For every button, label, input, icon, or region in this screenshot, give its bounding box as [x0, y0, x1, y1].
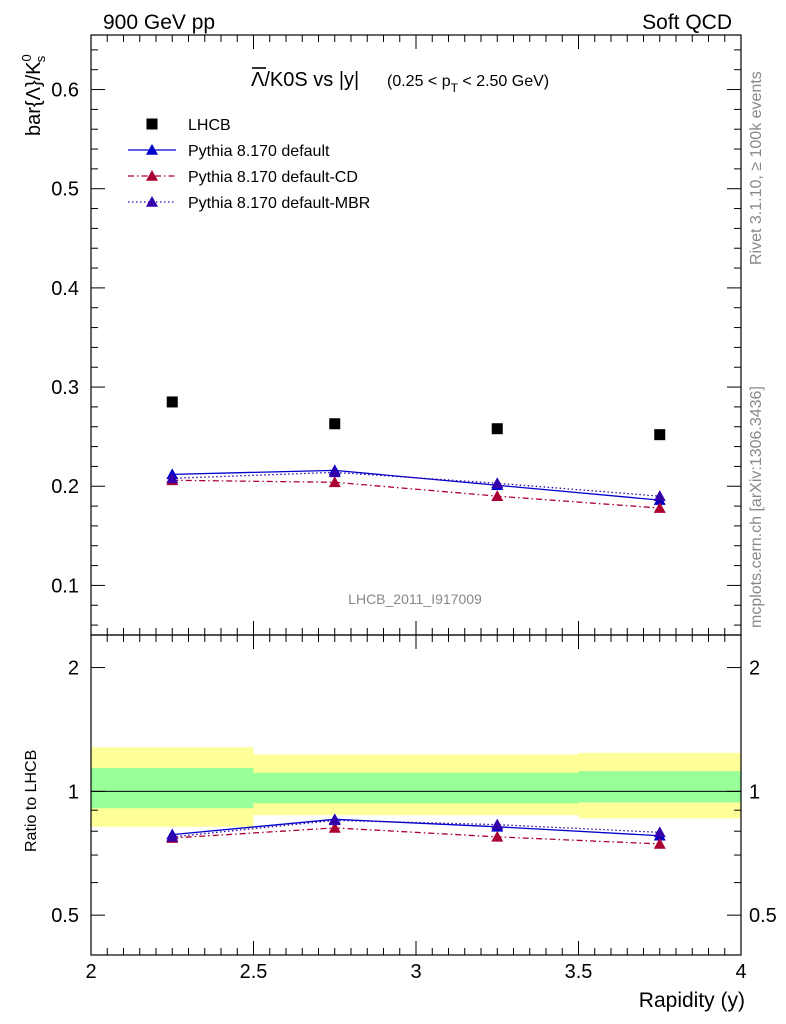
- main-ylabel: bar{Λ}/K0s: [19, 54, 48, 136]
- main-default_mbr-point: [653, 490, 666, 501]
- main-ytick-label: 0.3: [51, 377, 79, 399]
- ratio-default_cd-point: [491, 830, 504, 842]
- ratio-ytick-label-left: 1: [68, 781, 79, 803]
- main-lhcb-point: [654, 429, 666, 441]
- xtick-label: 2.5: [240, 961, 268, 983]
- ratio-default_mbr-point: [166, 830, 179, 842]
- ratio-band-inner: [253, 772, 416, 804]
- legend-label-lhcb: LHCB: [188, 117, 231, 134]
- header-right-label: Soft QCD: [642, 11, 732, 34]
- legend-marker-default_cd: [146, 170, 158, 181]
- ratio-ylabel: Ratio to LHCB: [23, 750, 40, 852]
- title-rest: /K0S vs |y|: [264, 69, 359, 91]
- header-left-label: 900 GeV pp: [103, 11, 215, 34]
- legend: LHCB Pythia 8.170 default Pythia 8.170 def…: [128, 117, 370, 212]
- title-subrange: (0.25 < pT < 2.50 GeV): [387, 73, 549, 95]
- ratio-ytick-label-left: 2: [68, 658, 79, 680]
- main-lhcb-point: [329, 418, 341, 430]
- ratio-panel-frame: 0.5 0.5 1 1 2 2 2 2.5 3 3.5 4: [51, 634, 777, 983]
- main-default-line: [172, 469, 660, 501]
- legend-label-default_mbr: Pythia 8.170 default-MBR: [188, 195, 370, 212]
- legend-marker-lhcb: [146, 118, 158, 130]
- ratio-default_cd-line: [172, 827, 660, 845]
- xtick-label: 3: [410, 961, 421, 983]
- legend-marker-default: [146, 144, 158, 155]
- svg-text:bar{Λ}/K0s: bar{Λ}/K0s: [19, 54, 48, 136]
- ratio-default_mbr-point: [653, 826, 666, 838]
- ratio-ytick-label-right: 1: [749, 781, 760, 803]
- main-default_cd-line: [172, 479, 660, 509]
- ratio-ytick-label-right: 2: [749, 658, 760, 680]
- xaxis-label: Rapidity (y): [639, 989, 745, 1012]
- main-default_mbr-point: [328, 466, 341, 478]
- analysis-watermark: LHCB_2011_I917009: [348, 591, 482, 607]
- main-panel-frame: 0.1 0.2 0.3 0.4 0.5 0.6: [51, 34, 742, 636]
- legend-label-default: Pythia 8.170 default: [188, 143, 330, 160]
- main-default_mbr-line: [172, 471, 660, 497]
- xtick-label: 2: [85, 961, 96, 983]
- ratio-default_mbr-point: [328, 814, 341, 826]
- main-default_mbr-point: [491, 477, 504, 489]
- ratio-panel-series: [166, 813, 666, 849]
- title-overline-symbol: Λ: [251, 69, 265, 91]
- xtick-label: 4: [735, 961, 746, 983]
- ratio-default_cd-point: [653, 837, 666, 849]
- main-ytick-label: 0.1: [51, 575, 79, 597]
- main-lhcb-point: [491, 423, 503, 435]
- main-ytick-label: 0.4: [51, 278, 79, 300]
- ratio-uncertainty-bands: [91, 747, 741, 827]
- legend-marker-default_mbr: [146, 196, 158, 207]
- main-title: Λ/K0S vs |y| (0.25 < pT < 2.50 GeV): [251, 67, 549, 95]
- ratio-band-inner: [416, 772, 579, 804]
- svg-text:Λ/K0S vs |y|: Λ/K0S vs |y|: [251, 69, 359, 91]
- main-ytick-label: 0.6: [51, 80, 79, 102]
- ratio-ytick-label-right: 0.5: [749, 905, 777, 927]
- ratio-default_mbr-line: [172, 819, 660, 838]
- ratio-band-inner: [578, 771, 741, 803]
- main-panel-series: [166, 396, 666, 513]
- main-default_cd-point: [653, 502, 666, 513]
- legend-label-default_cd: Pythia 8.170 default-CD: [188, 169, 358, 186]
- ratio-default_cd-point: [328, 821, 341, 833]
- ratio-default_mbr-point: [491, 818, 504, 830]
- main-ytick-label: 0.2: [51, 476, 79, 498]
- rivet-label: Rivet 3.1.10, ≥ 100k events: [748, 71, 765, 265]
- ratio-band-inner: [91, 767, 254, 809]
- mcplots-label: mcplots.cern.ch [arXiv:1306.3436]: [748, 386, 765, 628]
- main-default_mbr-point: [166, 472, 179, 484]
- ratio-ytick-label-left: 0.5: [51, 905, 79, 927]
- main-default_cd-point: [328, 476, 341, 488]
- xtick-label: 3.5: [565, 961, 593, 983]
- main-default_cd-point: [491, 490, 504, 501]
- main-lhcb-point: [166, 396, 178, 408]
- main-ytick-label: 0.5: [51, 179, 79, 201]
